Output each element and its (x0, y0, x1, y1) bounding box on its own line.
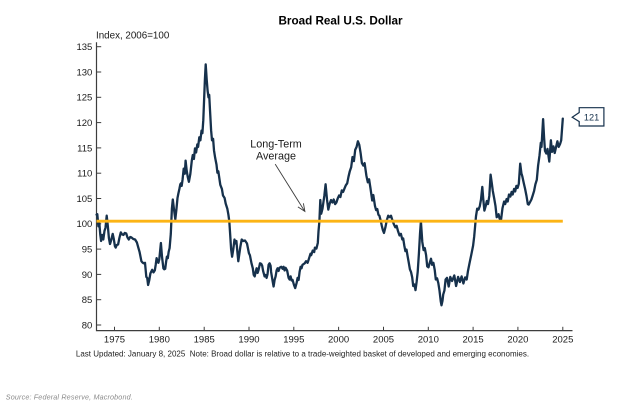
svg-text:2010: 2010 (418, 334, 439, 345)
svg-text:100: 100 (76, 219, 92, 230)
svg-text:121: 121 (584, 113, 599, 123)
svg-text:1995: 1995 (283, 334, 304, 345)
svg-text:1975: 1975 (104, 334, 125, 345)
svg-text:135: 135 (76, 42, 92, 53)
svg-text:Broad Real U.S. Dollar: Broad Real U.S. Dollar (278, 15, 403, 28)
svg-text:Index, 2006=100: Index, 2006=100 (96, 31, 170, 42)
svg-text:Last Updated: January 8, 2025: Last Updated: January 8, 2025 Note: Broa… (76, 350, 529, 359)
svg-text:105: 105 (76, 194, 92, 205)
svg-text:2025: 2025 (552, 334, 573, 345)
svg-text:90: 90 (82, 270, 93, 281)
svg-text:Source: Federal Reserve, Macro: Source: Federal Reserve, Macrobond. (6, 393, 133, 402)
svg-text:1980: 1980 (149, 334, 170, 345)
svg-text:85: 85 (82, 295, 93, 306)
svg-text:1985: 1985 (194, 334, 215, 345)
svg-text:130: 130 (76, 67, 92, 78)
svg-text:2000: 2000 (328, 334, 349, 345)
svg-text:Long-Term: Long-Term (250, 139, 302, 151)
svg-text:95: 95 (82, 245, 93, 256)
svg-text:110: 110 (77, 169, 92, 180)
svg-text:2020: 2020 (507, 334, 528, 345)
svg-text:115: 115 (77, 143, 92, 154)
svg-text:2005: 2005 (373, 334, 394, 345)
svg-text:Average: Average (256, 151, 296, 163)
svg-text:1990: 1990 (238, 334, 259, 345)
svg-text:125: 125 (76, 93, 92, 104)
svg-text:120: 120 (76, 118, 92, 129)
svg-text:80: 80 (82, 320, 93, 331)
svg-text:2015: 2015 (463, 334, 484, 345)
